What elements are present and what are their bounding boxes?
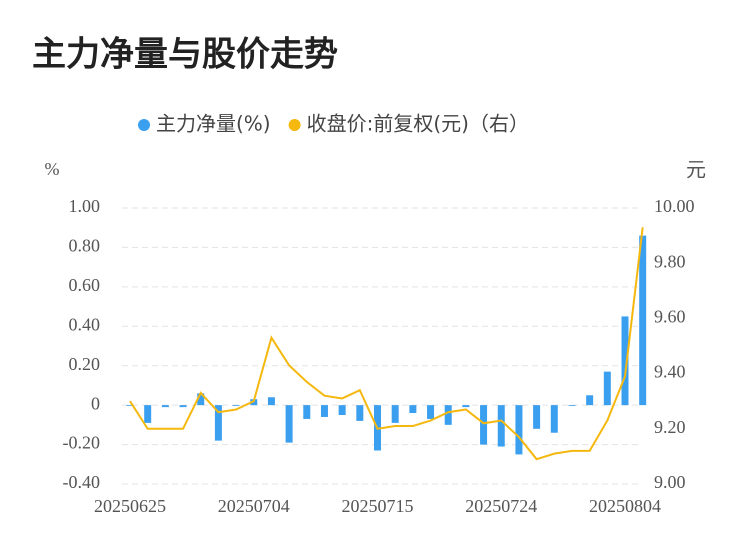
y2-tick-label: 9.60 bbox=[654, 307, 686, 327]
bar bbox=[356, 405, 364, 421]
y-tick-label: 1.00 bbox=[69, 196, 101, 216]
bar bbox=[161, 405, 169, 408]
bar bbox=[197, 393, 205, 406]
bar bbox=[550, 405, 558, 433]
x-tick-label: 20250704 bbox=[218, 496, 290, 516]
price-line bbox=[129, 227, 644, 461]
y2-tick-label: 9.00 bbox=[654, 472, 686, 492]
y2-tick-label: 9.20 bbox=[654, 417, 686, 437]
x-tick-label: 20250724 bbox=[465, 496, 537, 516]
bar bbox=[621, 316, 629, 406]
y-tick-label: 0.60 bbox=[69, 275, 101, 295]
y-tick-label: 0.80 bbox=[69, 236, 101, 256]
legend-label: 收盘价:前复权(元)（右） bbox=[307, 112, 529, 136]
legend-marker bbox=[288, 119, 301, 131]
bar bbox=[285, 405, 293, 443]
bar bbox=[320, 405, 328, 417]
y2-tick-label: 9.80 bbox=[654, 251, 686, 271]
y-axis-label: % bbox=[45, 159, 60, 179]
y2-tick-label: 9.40 bbox=[654, 362, 686, 382]
bar bbox=[232, 405, 240, 406]
bar bbox=[179, 405, 187, 408]
bar bbox=[267, 397, 275, 406]
bar bbox=[639, 235, 647, 406]
y-tick-label: 0.40 bbox=[69, 314, 101, 334]
chart-title: 主力净量与股价走势 bbox=[32, 35, 338, 75]
x-tick-label: 20250715 bbox=[342, 496, 414, 516]
bar bbox=[497, 405, 505, 447]
bar bbox=[603, 371, 611, 406]
bar bbox=[338, 405, 346, 415]
y-tick-label: 0.20 bbox=[69, 354, 101, 374]
y-tick-label: 0 bbox=[91, 393, 100, 413]
bar bbox=[214, 405, 222, 441]
bar bbox=[409, 405, 417, 414]
bar bbox=[462, 405, 470, 408]
bar bbox=[515, 405, 523, 455]
y-tick-label: -0.20 bbox=[63, 433, 101, 453]
y2-tick-label: 10.00 bbox=[654, 196, 695, 216]
bar bbox=[427, 405, 435, 419]
bar bbox=[126, 405, 134, 406]
legend-label: 主力净量(%) bbox=[156, 112, 271, 136]
bar bbox=[533, 405, 541, 429]
bar bbox=[568, 405, 576, 406]
bar bbox=[586, 395, 594, 406]
legend: 主力净量(%) 收盘价:前复权(元)（右） bbox=[138, 112, 529, 136]
y2-axis-label: 元 bbox=[686, 158, 706, 182]
bar bbox=[303, 405, 311, 419]
x-tick-label: 20250625 bbox=[94, 496, 166, 516]
legend-marker bbox=[138, 119, 150, 131]
x-tick-label: 20250804 bbox=[589, 496, 661, 516]
bar bbox=[391, 405, 399, 423]
bar bbox=[144, 405, 152, 423]
bar bbox=[480, 405, 488, 445]
bar bbox=[444, 405, 452, 425]
y-tick-label: -0.40 bbox=[63, 472, 101, 492]
